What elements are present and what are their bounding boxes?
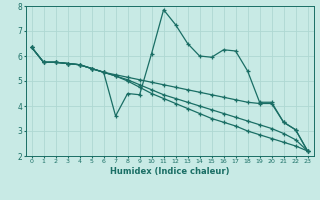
X-axis label: Humidex (Indice chaleur): Humidex (Indice chaleur) (110, 167, 229, 176)
